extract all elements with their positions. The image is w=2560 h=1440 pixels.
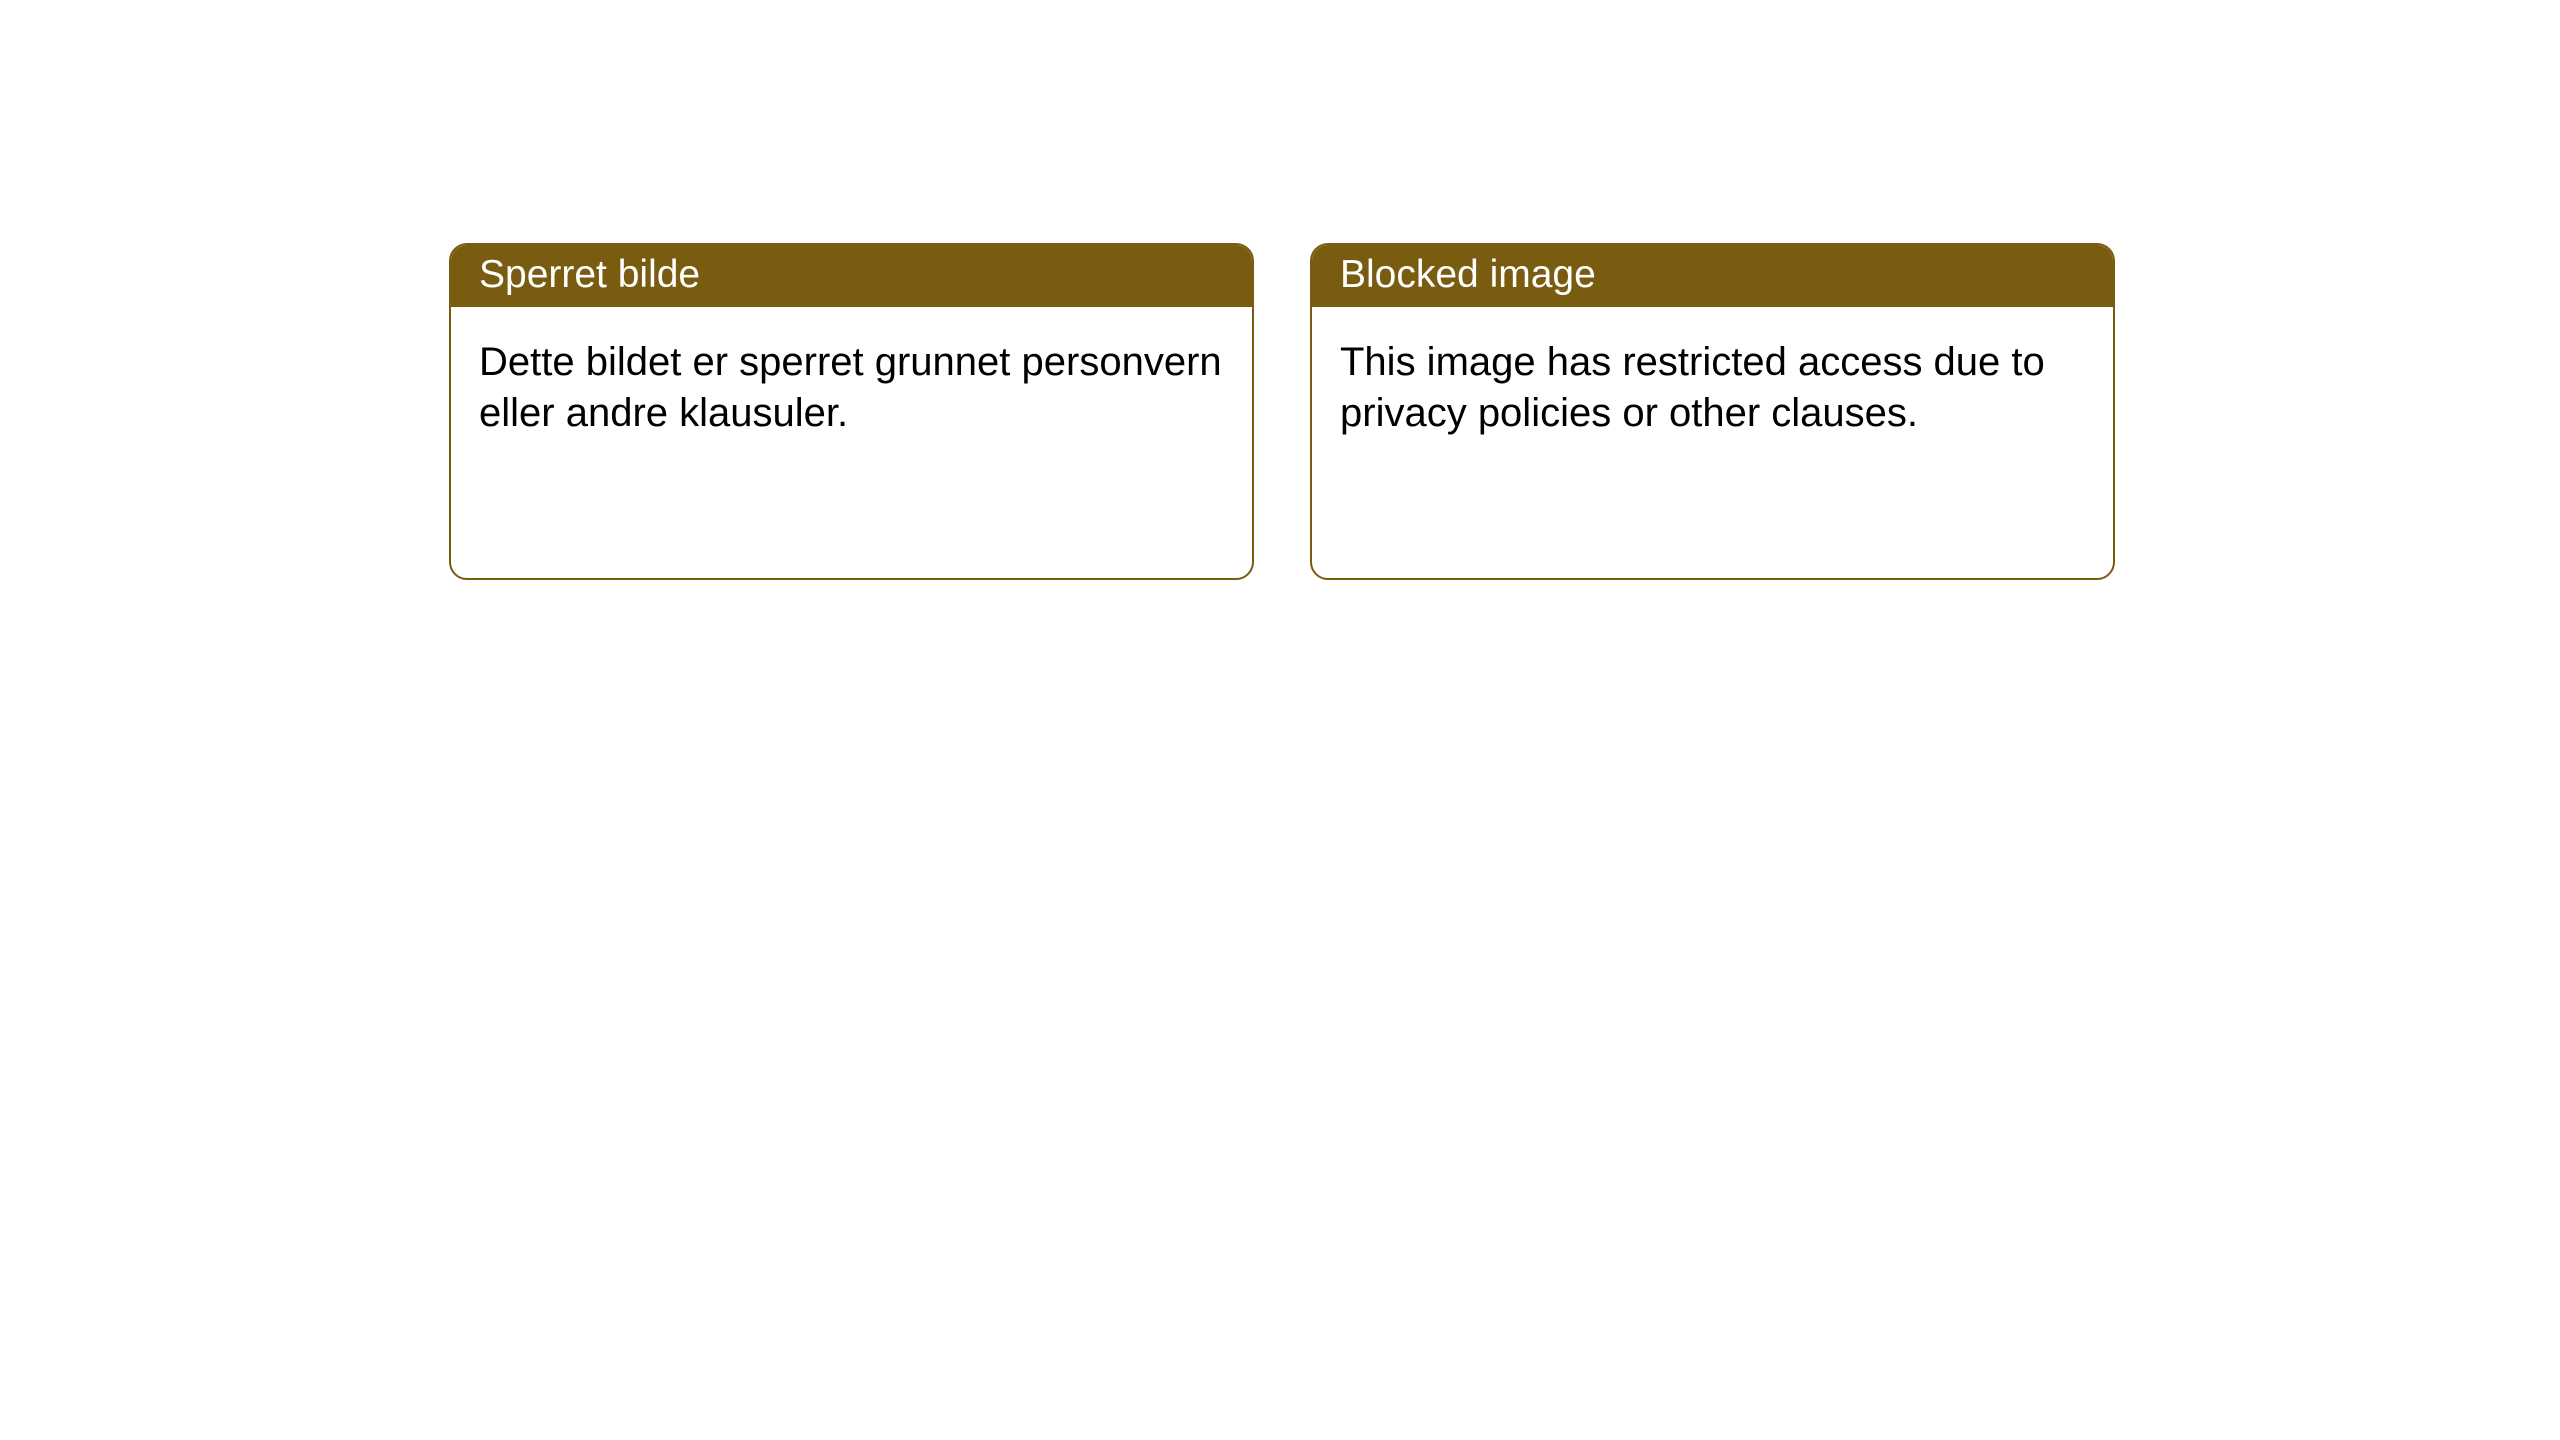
notice-header: Blocked image [1312, 245, 2113, 307]
notice-body: Dette bildet er sperret grunnet personve… [451, 307, 1252, 469]
notice-body: This image has restricted access due to … [1312, 307, 2113, 469]
notice-container: Sperret bilde Dette bildet er sperret gr… [0, 0, 2560, 580]
notice-header: Sperret bilde [451, 245, 1252, 307]
notice-card-norwegian: Sperret bilde Dette bildet er sperret gr… [449, 243, 1254, 580]
notice-card-english: Blocked image This image has restricted … [1310, 243, 2115, 580]
